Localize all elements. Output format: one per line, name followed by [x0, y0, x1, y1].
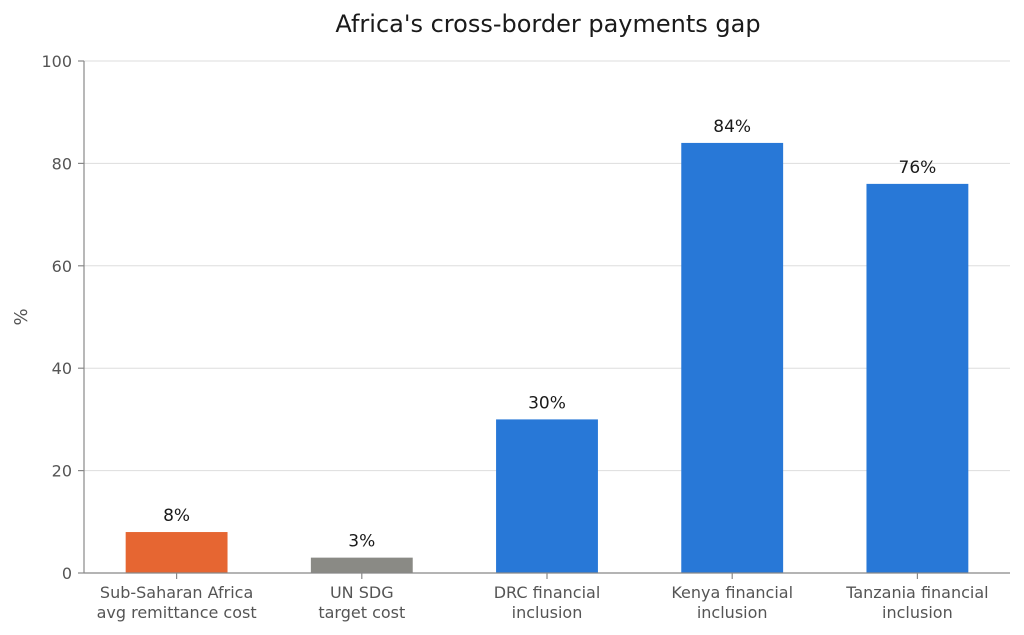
axes	[78, 60, 1010, 579]
x-tick-label: Tanzania financial inclusion	[845, 583, 988, 622]
y-tick-label: 80	[52, 154, 72, 173]
x-tick-label: Kenya financial inclusion	[671, 583, 793, 622]
bar	[866, 183, 969, 573]
bars	[125, 142, 969, 574]
y-tick-label: 60	[52, 257, 72, 276]
y-tick-label: 100	[41, 52, 72, 71]
x-tick-label: DRC financial inclusion	[494, 583, 601, 622]
bar	[681, 142, 784, 574]
chart-title: Africa's cross-border payments gap	[335, 10, 760, 38]
x-tick-label: UN SDG target cost	[318, 583, 405, 622]
labels: 0 20 40 60 80 100 8% Sub-Saharan Africa avg remi…	[41, 52, 988, 622]
bar-value-label: 76%	[899, 158, 937, 178]
bar	[496, 419, 598, 573]
y-axis-label: %	[11, 308, 32, 325]
bar-value-label: 84%	[713, 117, 751, 137]
bar-value-label: 8%	[163, 506, 190, 526]
bar-value-label: 3%	[348, 532, 375, 552]
y-tick-label: 20	[52, 462, 72, 481]
bar	[310, 557, 413, 573]
y-tick-label: 40	[52, 359, 72, 378]
x-tick-label: Sub-Saharan Africa avg remittance cost	[97, 583, 257, 622]
gridlines	[84, 60, 1010, 472]
bar	[125, 532, 228, 573]
bar-value-label: 30%	[528, 393, 566, 413]
y-tick-label: 0	[62, 564, 72, 583]
